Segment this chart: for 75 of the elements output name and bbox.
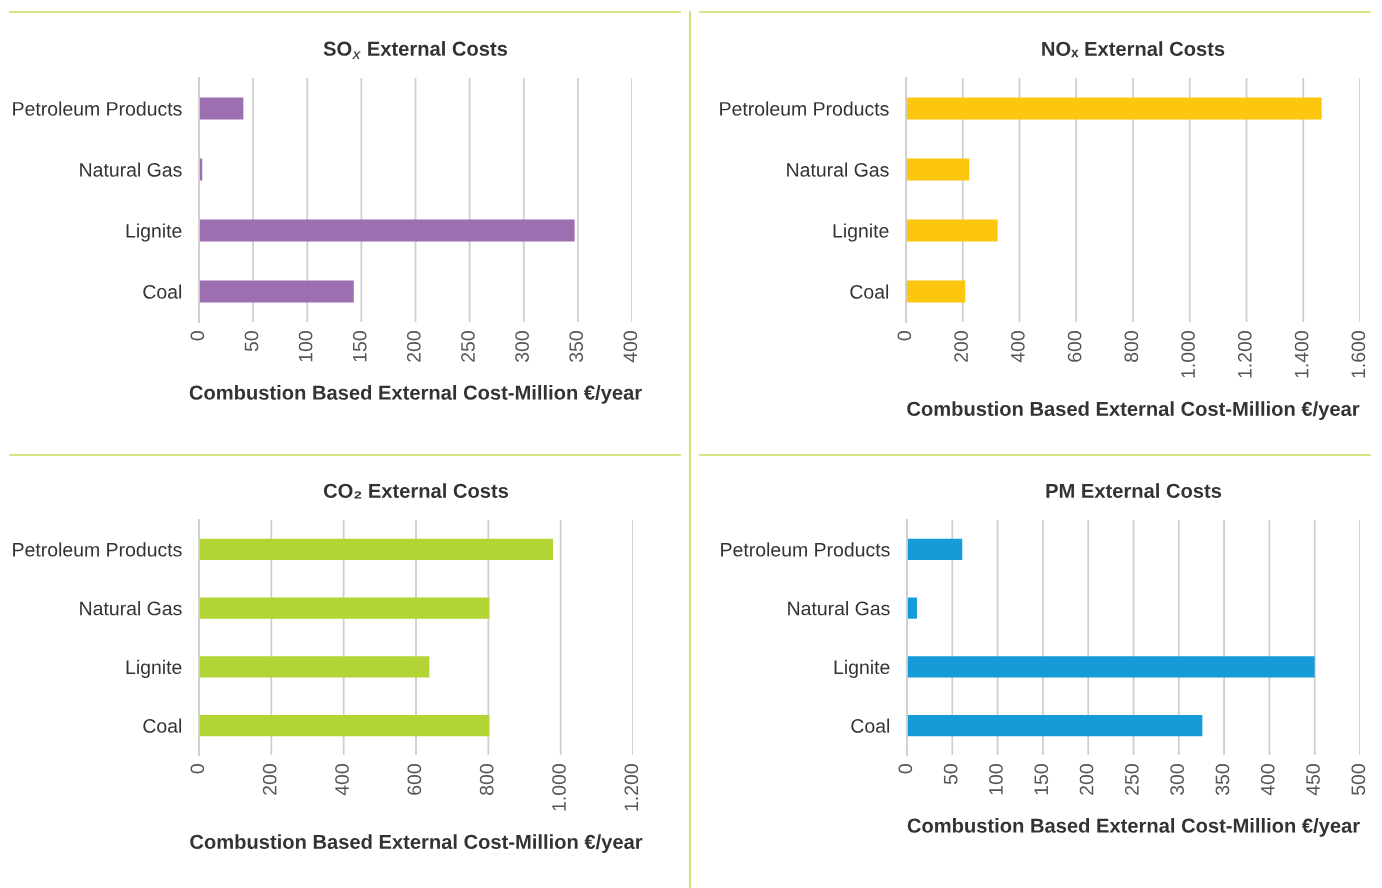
bar (199, 538, 554, 560)
x-tick-label: 350 (569, 331, 584, 363)
y-tick-label: Lignite (833, 223, 889, 242)
x-tick-label: 800 (1124, 331, 1139, 362)
y-tick-label: Coal (143, 718, 182, 733)
bar (199, 715, 490, 737)
y-tick-label: Natural Gas (80, 162, 182, 177)
bar (199, 656, 430, 678)
chart-title: NOₓ External Costs (1042, 41, 1225, 58)
bar (907, 597, 917, 619)
x-tick-label: 1.600 (1351, 331, 1366, 378)
y-tick-label: Lignite (126, 223, 182, 242)
x-tick-label: 0 (898, 764, 913, 774)
y-tick-label: Coal (850, 284, 889, 299)
y-tick-label: Lignite (834, 659, 890, 678)
x-tick-label: 0 (190, 764, 205, 774)
x-tick-label: 150 (352, 331, 367, 362)
y-tick-label: Natural Gas (788, 601, 890, 616)
x-tick-label: 800 (479, 764, 494, 795)
x-tick-label: 300 (1170, 764, 1185, 796)
x-tick-label: 50 (244, 331, 259, 352)
x-tick-label: 0 (190, 331, 205, 341)
x-tick-label: 150 (1034, 764, 1049, 795)
bar (199, 597, 490, 619)
x-tick-label: 400 (1010, 331, 1025, 363)
x-tick-label: 200 (262, 764, 277, 795)
bar (907, 656, 1315, 678)
bar (199, 219, 575, 242)
y-tick-label: Natural Gas (787, 162, 889, 177)
x-tick-label: 500 (1351, 764, 1366, 795)
chart-title: CO₂ External Costs (323, 483, 509, 499)
x-tick-label: 1.000 (552, 764, 566, 811)
bar (906, 280, 966, 303)
x-tick-label: 200 (954, 331, 968, 362)
chart-title: PM External Costs (1046, 483, 1222, 498)
y-tick-label: Coal (143, 284, 182, 299)
x-tick-label: 600 (407, 764, 422, 795)
x-tick-label: 1.200 (1237, 331, 1252, 378)
x-tick-label: 400 (623, 331, 638, 363)
x-axis-title: Combustion Based External Cost-Million €/year (189, 384, 642, 404)
x-tick-label: 1.200 (624, 764, 639, 811)
bar (906, 219, 998, 242)
x-tick-label: 450 (1306, 764, 1320, 796)
x-tick-label: 400 (1260, 764, 1275, 796)
y-tick-label: Petroleum Products (13, 101, 182, 116)
x-axis-title: Combustion Based External Cost-Million €/year (907, 401, 1360, 420)
x-tick-label: 200 (406, 331, 421, 362)
bar (906, 97, 1322, 120)
x-tick-label: 1.000 (1181, 331, 1195, 378)
x-axis-title: Combustion Based External Cost-Million €/year (907, 817, 1360, 837)
x-tick-label: 50 (943, 764, 958, 785)
y-tick-label: Natural Gas (80, 601, 182, 616)
x-tick-label: 1.400 (1294, 331, 1309, 378)
x-tick-label: 300 (515, 331, 529, 363)
x-tick-label: 250 (1124, 764, 1139, 795)
bar (199, 97, 244, 120)
y-tick-label: Petroleum Products (13, 542, 182, 557)
bar (906, 158, 970, 181)
y-tick-label: Petroleum Products (721, 542, 890, 557)
x-tick-label: 350 (1215, 764, 1230, 796)
x-axis-title: Combustion Based External Cost-Million €/year (190, 834, 643, 853)
x-tick-label: 400 (335, 764, 349, 796)
bar (199, 280, 354, 303)
x-tick-label: 100 (298, 331, 313, 362)
x-tick-label: 600 (1067, 331, 1082, 362)
x-tick-label: 200 (1079, 764, 1094, 795)
y-tick-label: Lignite (126, 659, 182, 678)
x-tick-label: 0 (897, 331, 912, 341)
bar (907, 538, 963, 560)
chart-title: SO$_{x}$ External Costs (323, 41, 508, 59)
y-tick-label: Petroleum Products (720, 101, 889, 116)
x-tick-label: 250 (461, 331, 475, 362)
x-tick-label: 100 (989, 764, 1003, 795)
y-tick-label: Coal (851, 718, 890, 733)
bar (907, 715, 1203, 737)
